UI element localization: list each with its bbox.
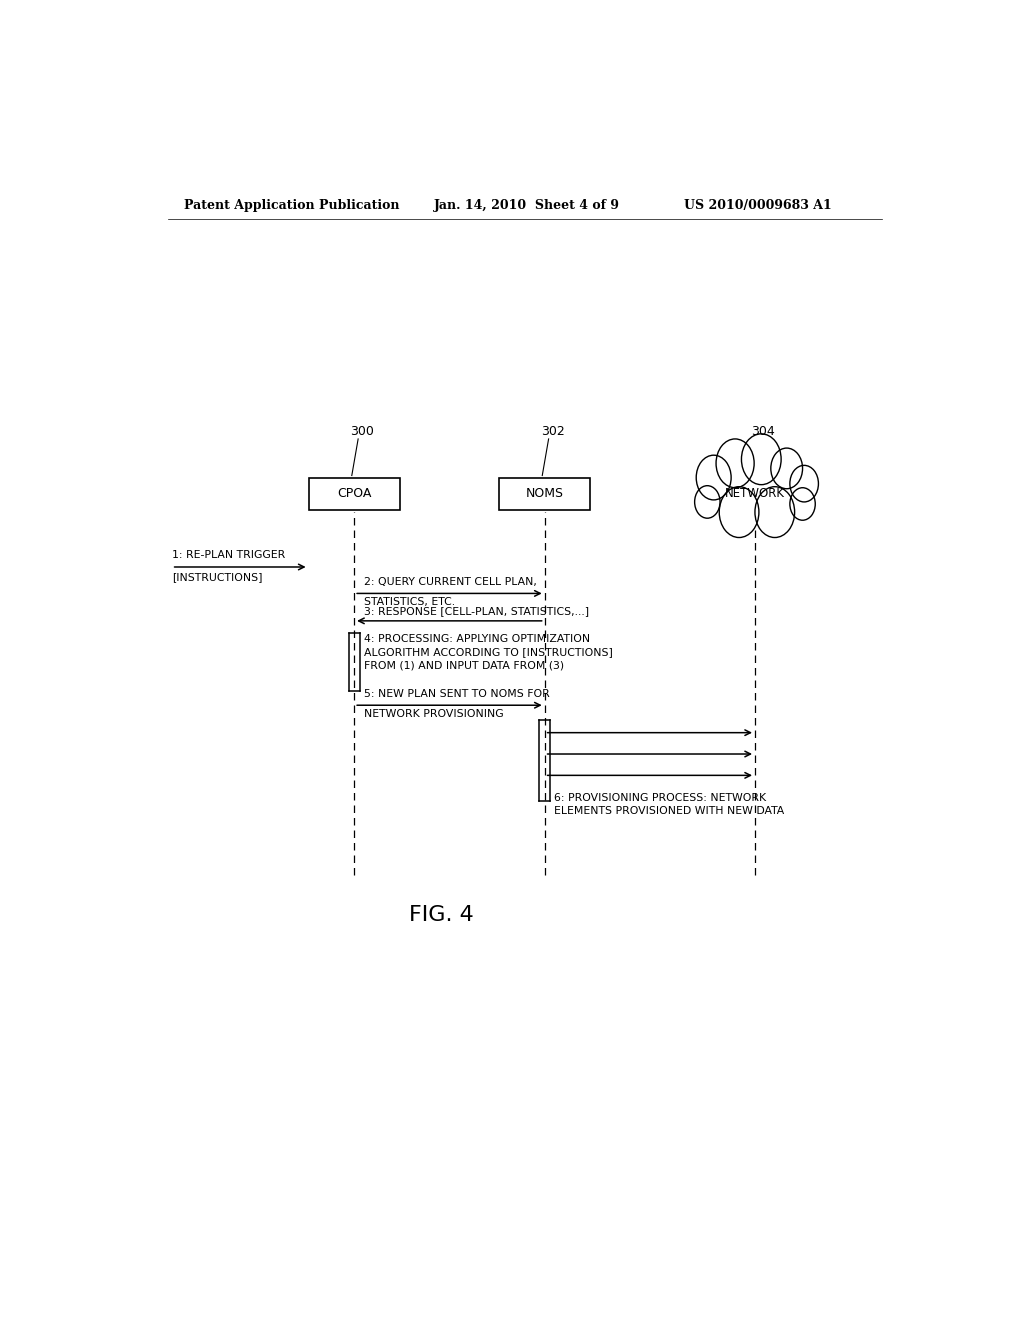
Text: Jan. 14, 2010  Sheet 4 of 9: Jan. 14, 2010 Sheet 4 of 9 (433, 199, 620, 213)
Text: 5: NEW PLAN SENT TO NOMS FOR: 5: NEW PLAN SENT TO NOMS FOR (364, 689, 550, 700)
FancyBboxPatch shape (499, 478, 590, 510)
Circle shape (741, 434, 781, 484)
Text: [INSTRUCTIONS]: [INSTRUCTIONS] (172, 572, 262, 582)
Circle shape (696, 455, 731, 500)
Circle shape (716, 440, 754, 487)
Circle shape (694, 486, 720, 519)
FancyBboxPatch shape (308, 478, 399, 510)
Text: NOMS: NOMS (525, 487, 563, 500)
Text: 304: 304 (751, 425, 775, 438)
Text: 1: RE-PLAN TRIGGER: 1: RE-PLAN TRIGGER (172, 550, 285, 560)
Text: NETWORK PROVISIONING: NETWORK PROVISIONING (364, 709, 504, 719)
Circle shape (790, 487, 815, 520)
Text: NETWORK: NETWORK (725, 487, 785, 500)
Text: ALGORITHM ACCORDING TO [INSTRUCTIONS]: ALGORITHM ACCORDING TO [INSTRUCTIONS] (364, 647, 612, 657)
Text: Patent Application Publication: Patent Application Publication (183, 199, 399, 213)
Text: 2: QUERY CURRENT CELL PLAN,: 2: QUERY CURRENT CELL PLAN, (364, 577, 537, 587)
Text: 302: 302 (541, 425, 564, 438)
Text: 300: 300 (350, 425, 374, 438)
Text: STATISTICS, ETC.: STATISTICS, ETC. (364, 598, 455, 607)
Text: ELEMENTS PROVISIONED WITH NEW DATA: ELEMENTS PROVISIONED WITH NEW DATA (554, 805, 784, 816)
Text: FROM (1) AND INPUT DATA FROM (3): FROM (1) AND INPUT DATA FROM (3) (364, 660, 564, 671)
Circle shape (719, 487, 759, 537)
Circle shape (790, 466, 818, 502)
Text: 4: PROCESSING: APPLYING OPTIMIZATION: 4: PROCESSING: APPLYING OPTIMIZATION (364, 634, 590, 644)
Text: FIG. 4: FIG. 4 (410, 906, 474, 925)
Text: 3: RESPONSE [CELL-PLAN, STATISTICS,...]: 3: RESPONSE [CELL-PLAN, STATISTICS,...] (364, 606, 589, 615)
Text: CPOA: CPOA (337, 487, 372, 500)
Circle shape (755, 487, 795, 537)
Text: US 2010/0009683 A1: US 2010/0009683 A1 (684, 199, 831, 213)
Text: 6: PROVISIONING PROCESS: NETWORK: 6: PROVISIONING PROCESS: NETWORK (554, 792, 766, 803)
Circle shape (771, 447, 803, 488)
